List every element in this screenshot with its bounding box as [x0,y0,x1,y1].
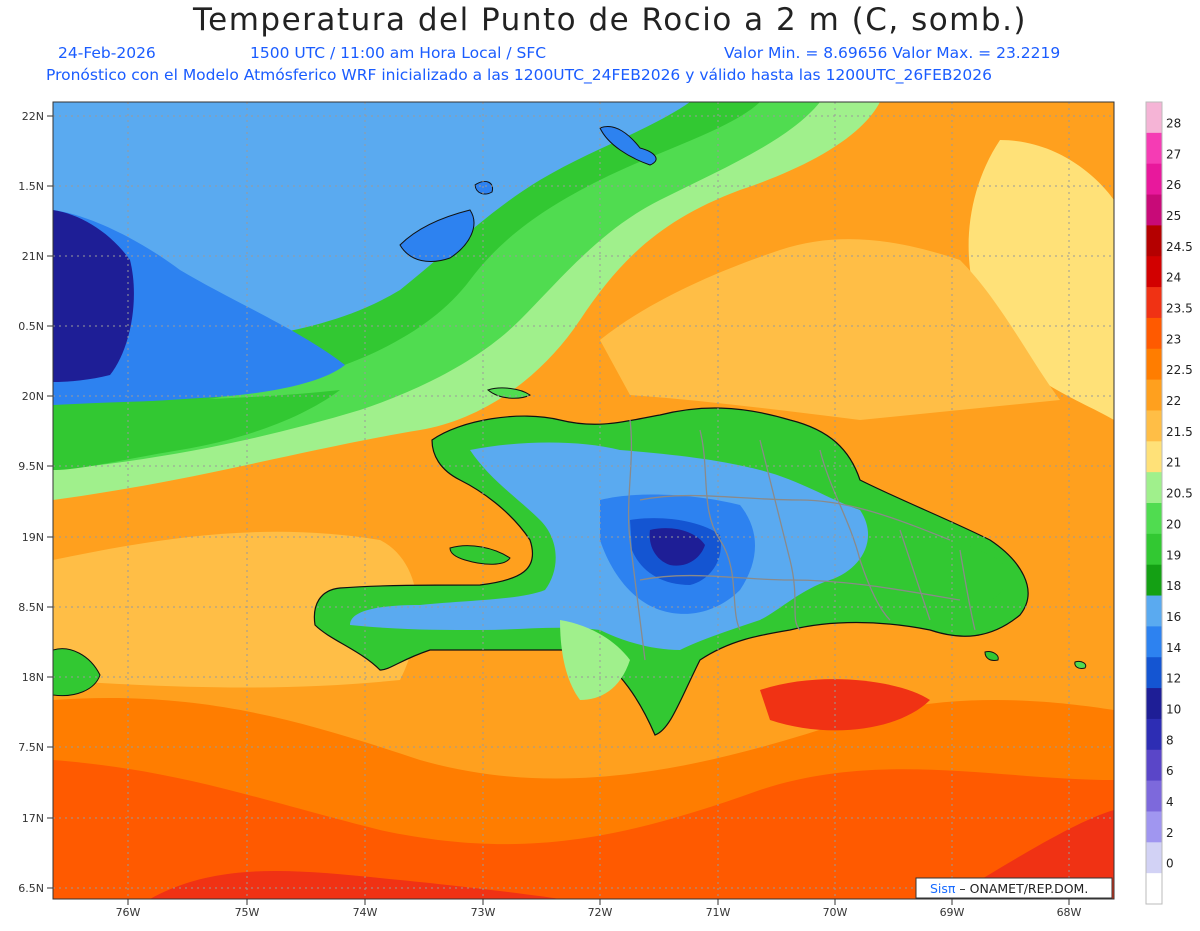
colorbar-label: 21 [1166,456,1181,470]
colorbar-swatch [1146,102,1162,134]
lat-label: 7.5N [18,741,44,754]
colorbar-swatch [1146,441,1162,473]
colorbar-label: 21.5 [1166,425,1193,439]
colorbar-label: 0 [1166,857,1174,871]
colorbar-label: 20 [1166,517,1181,531]
lat-label: 18N [22,671,44,684]
colorbar-swatch [1146,379,1162,411]
colorbar-swatch [1146,317,1162,350]
lat-label: 20N [22,390,44,403]
colorbar-swatch [1146,225,1162,257]
svg-text:Sisπ – ONAMET/REP.DOM.: Sisπ – ONAMET/REP.DOM. [930,881,1088,896]
longitude-labels: 76W 75W 74W 73W 72W 71W 70W 69W 68W [116,899,1082,919]
colorbar-label: 27 [1166,147,1181,161]
colorbar: 2827262524.52423.52322.52221.52120.52019… [1145,101,1193,905]
lat-label: 6.5N [18,882,44,895]
colorbar-swatch [1146,657,1162,689]
colorbar-label: 2 [1166,826,1174,840]
colorbar-swatch [1146,811,1162,843]
lat-label: 1.5N [18,180,44,193]
lat-label: 0.5N [18,320,44,333]
colorbar-swatch [1146,718,1162,751]
colorbar-swatch [1146,503,1162,535]
lon-label: 70W [823,906,848,919]
lat-label: 19N [22,531,44,544]
colorbar-swatch [1146,256,1162,288]
colorbar-label: 19 [1166,548,1181,562]
colorbar-label: 8 [1166,733,1174,747]
lon-label: 75W [235,906,260,919]
lon-label: 74W [353,906,378,919]
colorbar-swatch [1146,595,1162,627]
map-title: Temperatura del Punto de Rocio a 2 m (C,… [192,2,1028,38]
colorbar-label: 24 [1166,271,1181,285]
colorbar-swatch [1146,780,1162,812]
colorbar-swatch [1146,472,1162,504]
map-frame [52,101,1115,900]
colorbar-swatch [1146,873,1162,905]
lat-label: 21N [22,250,44,263]
colorbar-label: 22.5 [1166,363,1193,377]
colorbar-swatch [1146,287,1162,319]
forecast-time: 1500 UTC / 11:00 am Hora Local / SFC [250,44,547,62]
colorbar-swatch [1146,842,1162,874]
colorbar-swatch [1146,410,1162,442]
colorbar-label: 23 [1166,332,1181,346]
colorbar-swatch [1146,749,1162,782]
sispi-logo: Sisπ [930,881,956,896]
lon-label: 72W [588,906,613,919]
colorbar-label: 14 [1166,641,1181,655]
colorbar-label: 4 [1166,795,1174,809]
colorbar-label: 23.5 [1166,302,1193,316]
lat-label: 22N [22,110,44,123]
colorbar-swatch [1146,132,1162,165]
lon-label: 76W [116,906,141,919]
colorbar-label: 16 [1166,610,1181,624]
lon-label: 68W [1057,906,1082,919]
colorbar-swatch [1146,348,1162,381]
colorbar-swatch [1146,626,1162,658]
colorbar-swatch [1146,163,1162,196]
forecast-date: 24-Feb-2026 [58,44,156,62]
colorbar-label: 6 [1166,764,1174,778]
lon-label: 73W [471,906,496,919]
colorbar-frame [1145,101,1163,905]
colorbar-label: 12 [1166,672,1181,686]
colorbar-swatch [1146,194,1162,226]
colorbar-label: 26 [1166,178,1181,192]
map-grid [53,102,1114,899]
credit-box: Sisπ – ONAMET/REP.DOM. [915,877,1113,899]
colorbar-label: 22 [1166,394,1181,408]
colorbar-label: 24.5 [1166,240,1193,254]
lat-label: 8.5N [18,601,44,614]
colorbar-swatch [1146,688,1162,720]
value-range: Valor Min. = 8.69656 Valor Max. = 23.221… [724,44,1061,62]
colorbar-label: 20.5 [1166,487,1193,501]
lon-label: 71W [706,906,731,919]
model-description: Pronóstico con el Modelo Atmósferico WRF… [46,66,992,84]
latitude-labels: 22N 1.5N 21N 0.5N 20N 9.5N 19N 8.5N 18N 7.5N 17N 6.… [18,110,53,895]
colorbar-label: 10 [1166,703,1181,717]
credit-text: – ONAMET/REP.DOM. [955,881,1088,896]
colorbar-swatch [1146,564,1162,597]
dewpoint-field [53,102,1114,899]
lat-label: 17N [22,812,44,825]
lon-label: 69W [940,906,965,919]
colorbar-swatch [1146,533,1162,566]
colorbar-label: 25 [1166,209,1181,223]
lat-label: 9.5N [18,460,44,473]
colorbar-label: 28 [1166,116,1181,130]
colorbar-label: 18 [1166,579,1181,593]
